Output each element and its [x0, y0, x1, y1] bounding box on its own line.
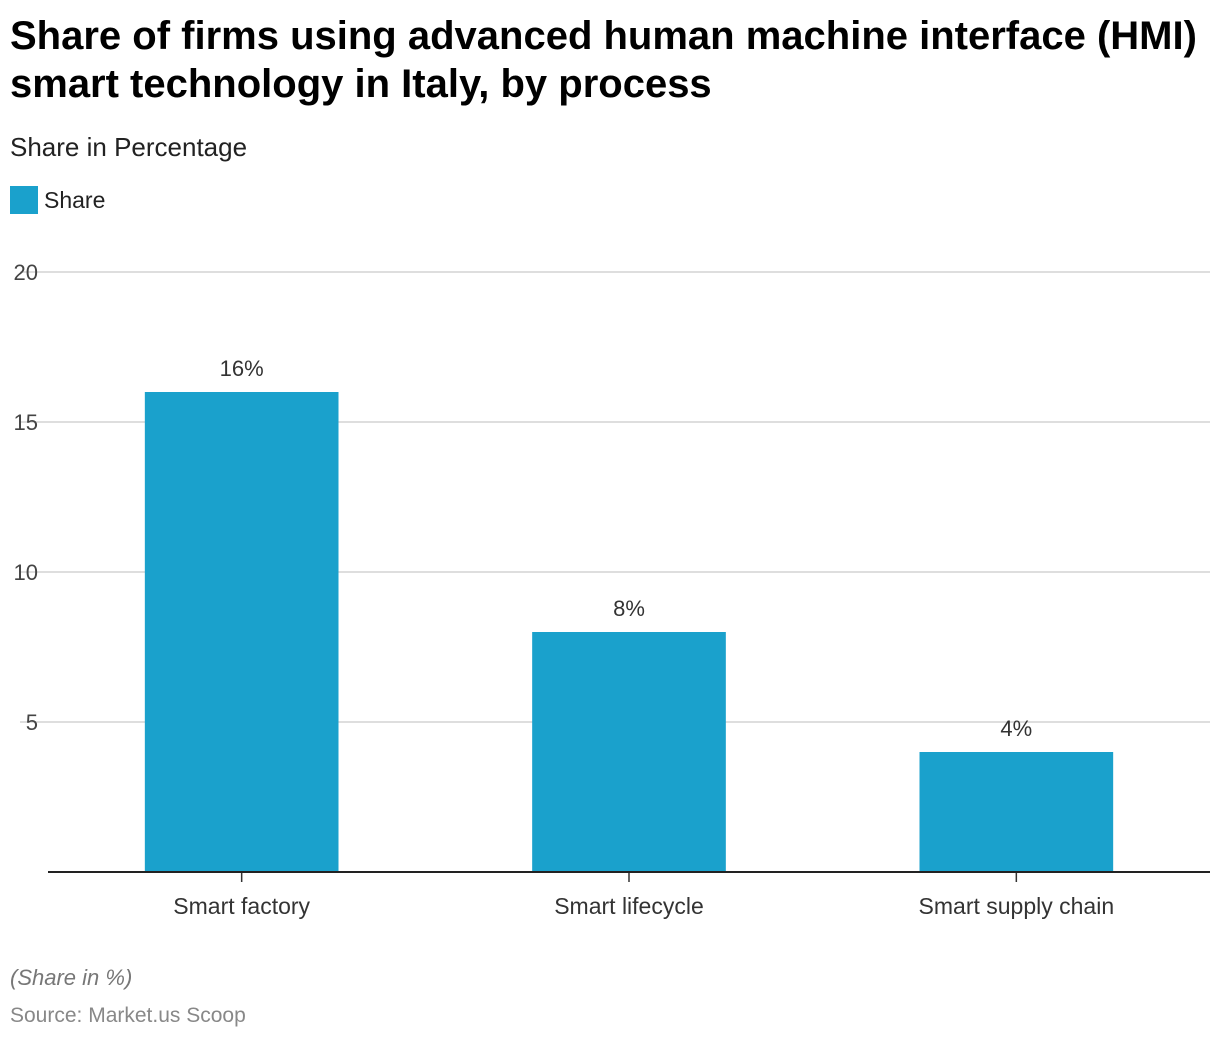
- source-credit: Source: Market.us Scoop: [10, 1004, 246, 1027]
- y-tick-label: 10: [14, 560, 38, 585]
- x-tick-label: Smart factory: [173, 893, 310, 919]
- legend-swatch: [10, 186, 38, 214]
- x-tick-label: Smart lifecycle: [554, 893, 704, 919]
- x-tick-label: Smart supply chain: [919, 893, 1115, 919]
- data-label: 4%: [1000, 716, 1032, 741]
- chart-title: Share of firms using advanced human mach…: [10, 14, 1197, 106]
- y-tick-label: 15: [14, 410, 38, 435]
- y-tick-label: 5: [26, 710, 38, 735]
- bar: [144, 392, 339, 872]
- data-label: 8%: [613, 596, 645, 621]
- legend-label: Share: [44, 187, 106, 213]
- chart-subtitle: Share in Percentage: [10, 132, 248, 162]
- y-tick-label: 20: [14, 260, 38, 285]
- footnote: (Share in %): [10, 965, 133, 990]
- legend: Share: [10, 186, 105, 214]
- bar: [919, 752, 1114, 872]
- bar: [532, 632, 726, 872]
- data-label: 16%: [220, 356, 264, 381]
